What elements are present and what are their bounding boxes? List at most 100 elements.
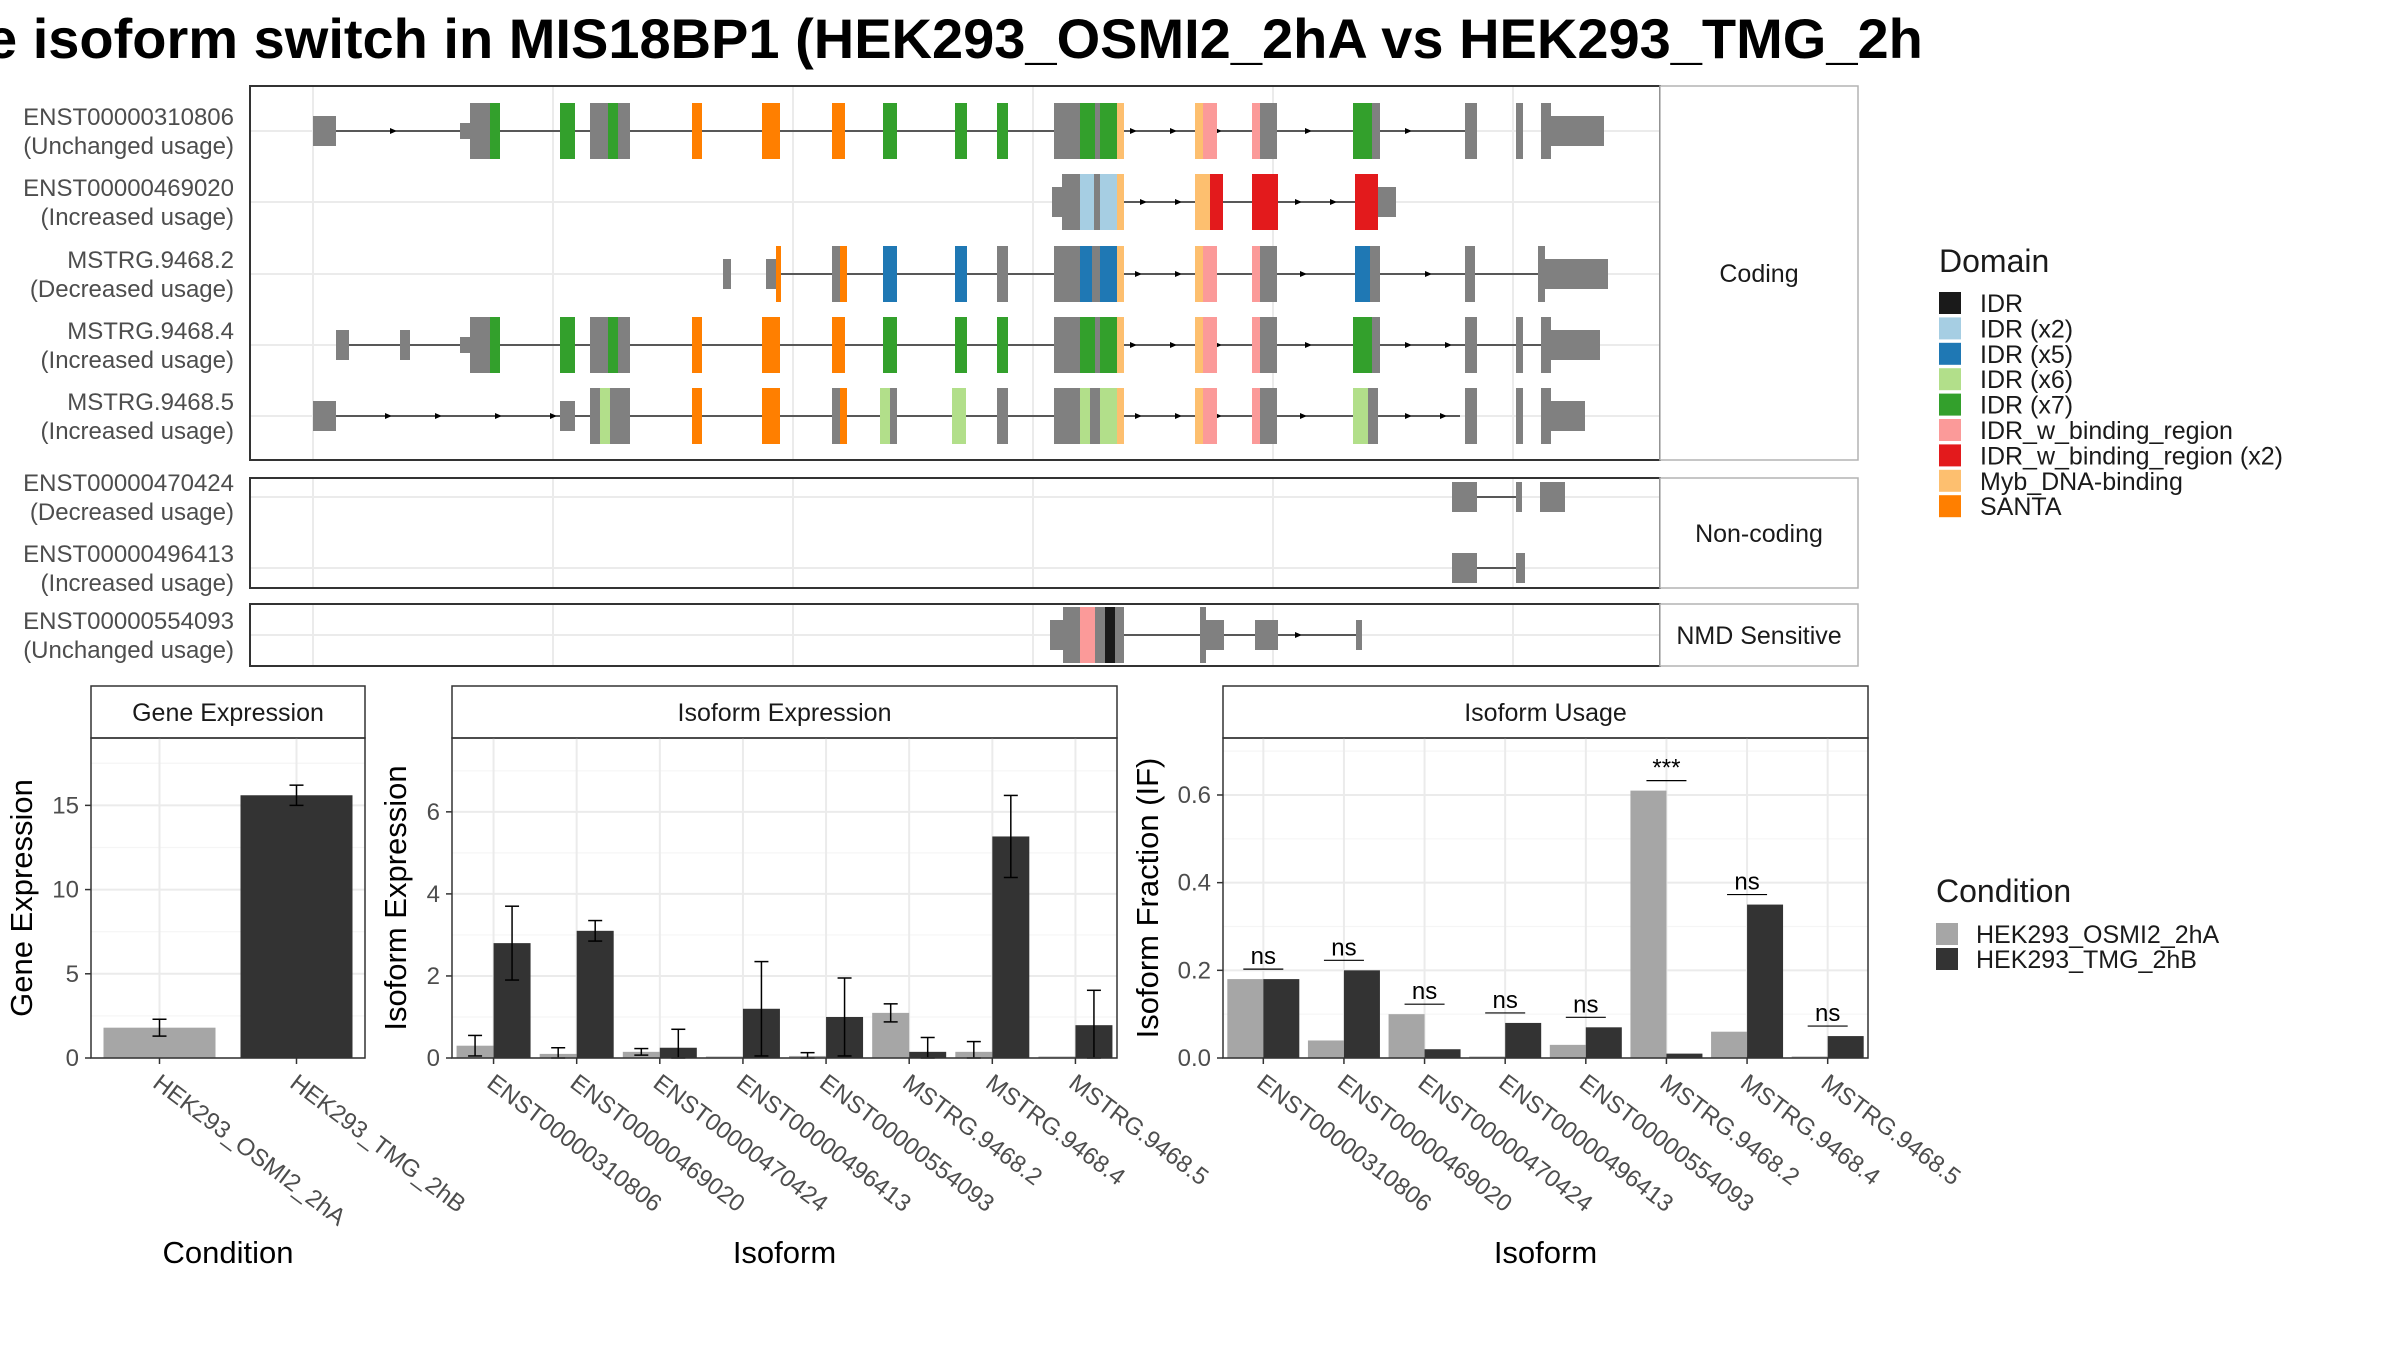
domain-exon xyxy=(1203,388,1217,444)
exon xyxy=(470,317,490,373)
x-axis-title: Isoform xyxy=(1494,1235,1597,1270)
exon xyxy=(1551,116,1604,146)
domain-exon xyxy=(1252,103,1260,159)
exon xyxy=(1545,259,1608,289)
panel-title: Isoform Usage xyxy=(1464,699,1627,727)
domain-exon xyxy=(1080,388,1090,444)
domain-exon xyxy=(1100,388,1117,444)
exon xyxy=(1255,620,1278,650)
exon xyxy=(1054,388,1080,444)
exon xyxy=(618,103,630,159)
intron-arrow xyxy=(1305,128,1312,134)
y-tick-label: 15 xyxy=(52,792,79,819)
exon xyxy=(890,388,897,444)
domain-exon xyxy=(1080,246,1092,302)
transcript-usage-label: (Unchanged usage) xyxy=(23,637,234,664)
panel-title: Gene Expression xyxy=(132,699,324,727)
intron-arrow xyxy=(1135,413,1142,419)
significance-label: ns xyxy=(1815,1000,1840,1027)
bar xyxy=(1549,1044,1586,1058)
panel-strip xyxy=(451,685,1118,739)
exon xyxy=(1200,607,1206,663)
bar xyxy=(1424,1049,1461,1058)
y-tick-label: 2 xyxy=(427,963,440,990)
intron-arrow xyxy=(1440,413,1447,419)
y-tick-label: 0.6 xyxy=(1178,782,1211,809)
transcript-id-label: ENST00000469020 xyxy=(23,175,234,202)
significance-label: ns xyxy=(1412,978,1437,1005)
exon xyxy=(1206,620,1224,650)
exon xyxy=(1095,607,1105,663)
exon xyxy=(766,259,776,289)
intron-arrow xyxy=(1295,632,1302,638)
bar xyxy=(1827,1036,1864,1058)
condition-legend-swatch xyxy=(1936,923,1958,945)
exon xyxy=(1516,482,1522,512)
transcript-usage-label: (Increased usage) xyxy=(41,570,234,597)
domain-exon xyxy=(955,103,967,159)
bar xyxy=(1388,1014,1425,1058)
intron-arrow xyxy=(495,413,502,419)
structure-facet-label: Coding xyxy=(1719,260,1798,288)
x-tick-label: MSTRG.9468.4 xyxy=(1735,1069,1884,1191)
domain-exon xyxy=(840,388,847,444)
domain-legend-label: IDR (x5) xyxy=(1980,341,2073,369)
transcript-id-label: ENST00000554093 xyxy=(23,608,234,635)
domain-exon xyxy=(608,103,618,159)
bar xyxy=(1505,1022,1542,1058)
bar xyxy=(1227,979,1264,1058)
domain-legend-label: IDR (x6) xyxy=(1980,366,2073,394)
intron-arrow xyxy=(1175,271,1182,277)
bar xyxy=(240,795,353,1058)
domain-exon xyxy=(1203,317,1217,373)
domain-exon xyxy=(880,388,890,444)
domain-legend-swatch xyxy=(1939,342,1961,365)
intron-arrow xyxy=(1405,413,1412,419)
exon xyxy=(1115,607,1124,663)
exon xyxy=(313,401,336,431)
domain-legend-title: Domain xyxy=(1939,243,2049,279)
domain-exon xyxy=(1353,317,1372,373)
exon xyxy=(1094,174,1100,230)
y-axis-title: Isoform Expression xyxy=(378,765,413,1030)
domain-exon xyxy=(692,388,702,444)
structure-facet-strip xyxy=(1659,477,1859,589)
domain-exon xyxy=(608,317,618,373)
domain-exon xyxy=(1117,246,1124,302)
exon xyxy=(470,103,490,159)
exon xyxy=(460,123,470,139)
domain-legend-label: IDR_w_binding_region xyxy=(1980,417,2233,445)
domain-exon xyxy=(997,103,1008,159)
exon xyxy=(1372,103,1380,159)
exon xyxy=(1452,482,1477,512)
y-tick-label: 6 xyxy=(427,799,440,826)
y-tick-label: 4 xyxy=(427,881,440,908)
domain-exon xyxy=(1100,317,1117,373)
exon xyxy=(1090,388,1100,444)
y-tick-label: 0.4 xyxy=(1178,870,1211,897)
exon xyxy=(1541,317,1551,373)
domain-exon xyxy=(1195,103,1203,159)
domain-legend-label: IDR_w_binding_region (x2) xyxy=(1980,442,2283,470)
y-tick-label: 0 xyxy=(427,1045,440,1072)
transcript-id-label: MSTRG.9468.2 xyxy=(67,247,234,274)
x-axis-title: Isoform xyxy=(733,1235,836,1270)
domain-legend-swatch xyxy=(1939,317,1961,340)
domain-exon xyxy=(883,317,897,373)
domain-legend-label: SANTA xyxy=(1980,493,2062,521)
domain-exon xyxy=(1252,388,1260,444)
bar xyxy=(1263,979,1300,1058)
x-tick-label: MSTRG.9468.5 xyxy=(1064,1069,1213,1191)
significance-label: *** xyxy=(1652,755,1680,782)
significance-label: ns xyxy=(1493,987,1518,1014)
transcript-usage-label: (Decreased usage) xyxy=(30,499,234,526)
intron-arrow xyxy=(1130,342,1137,348)
exon xyxy=(618,317,630,373)
panel-title: Isoform Expression xyxy=(678,699,892,727)
exon xyxy=(313,116,336,146)
structure-facet-strip xyxy=(1659,603,1859,667)
y-tick-label: 0.2 xyxy=(1178,957,1211,984)
